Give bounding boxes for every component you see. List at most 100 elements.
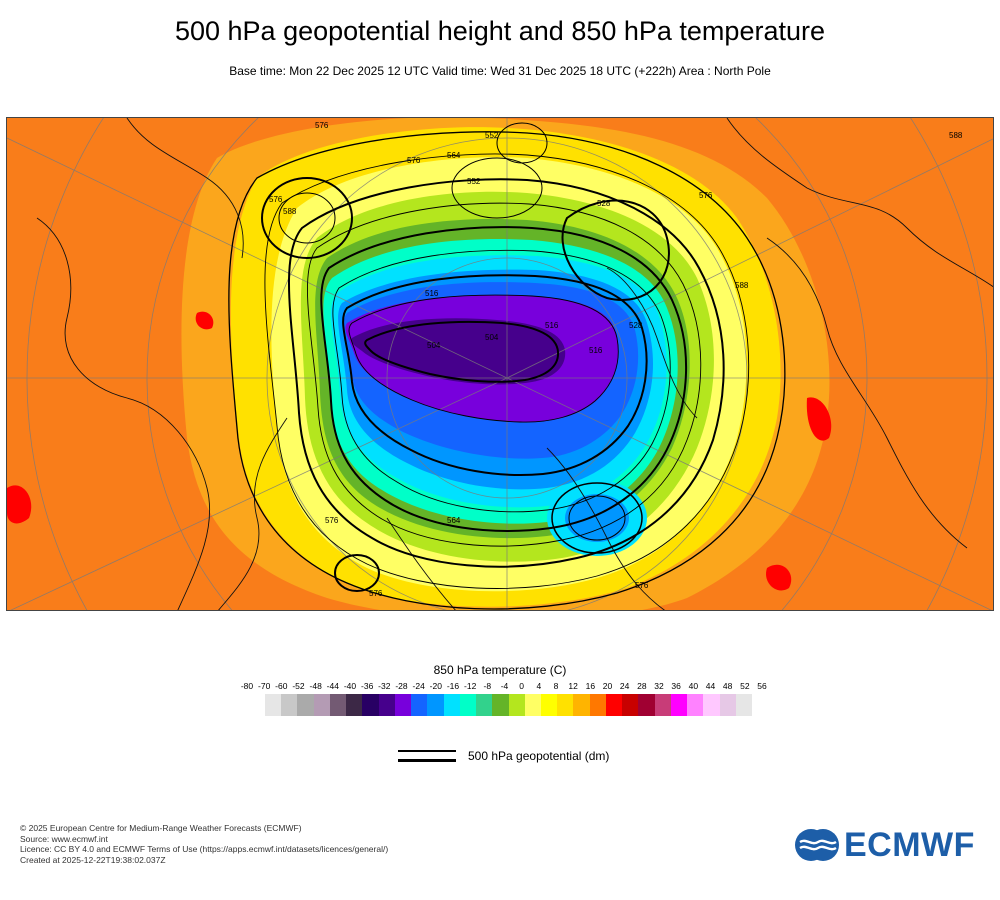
source-text: Source: www.ecmwf.int [20, 833, 108, 844]
contour-label: 528 [629, 321, 643, 330]
colorbar-cell [394, 694, 412, 716]
colorbar-tick-label: -28 [395, 681, 408, 691]
legend-title: 850 hPa temperature (C) [433, 663, 567, 677]
colorbar-cell [281, 694, 298, 716]
colorbar-tick-label: 20 [602, 681, 613, 691]
colorbar-cell [703, 694, 720, 716]
colorbar-cell [735, 694, 753, 716]
colorbar-tick-label: 48 [722, 681, 733, 691]
contour-label: 516 [545, 321, 559, 330]
contour-label: 504 [485, 333, 499, 342]
ecmwf-logo-icon [795, 829, 839, 861]
contour-label: 576 [315, 121, 329, 130]
colorbar-cell [492, 694, 509, 716]
ecmwf-logo[interactable]: ECMWF [794, 825, 984, 865]
contour-label: 516 [589, 346, 603, 355]
colorbar-tick-label: 52 [740, 681, 750, 691]
licence-text: Licence: CC BY 4.0 and ECMWF Terms of Us… [20, 844, 389, 854]
colorbar-tick-label: 24 [619, 681, 630, 691]
contour-labels: 576 576 588 576 564 552 552 528 576 588 … [269, 121, 963, 598]
hot-spot-nw [195, 311, 214, 330]
colorbar-cell [378, 694, 395, 716]
contour-label: 552 [485, 131, 499, 140]
colorbar-tick-label: 12 [568, 681, 578, 691]
colorbar-tick-label: 32 [654, 681, 664, 691]
geopotential-line-sample [398, 749, 458, 765]
contour-label: 576 [325, 516, 339, 525]
colorbar-cell [654, 694, 671, 716]
colorbar-tick-label: -40 [343, 681, 357, 691]
colorbar-cell [297, 694, 314, 716]
created-text: Created at 2025-12-22T19:38:02.037Z [20, 854, 166, 865]
colorbar-cell [557, 694, 574, 716]
colorbar-tick-label: -60 [275, 681, 288, 691]
hot-spot-west [7, 485, 32, 524]
colorbar-tick-label: -12 [464, 681, 477, 691]
colorbar-cell [719, 694, 736, 716]
coastlines [36, 118, 993, 610]
colorbar-tick-label: 8 [553, 681, 559, 691]
geopotential-contours [228, 122, 786, 610]
contour-label: 552 [467, 177, 481, 186]
legend-colorbar [265, 694, 753, 716]
colorbar-cell [346, 694, 363, 716]
colorbar-tick-label: 56 [757, 681, 767, 691]
geopotential-legend-label: 500 hPa geopotential (dm) [468, 749, 610, 763]
colorbar-tick-label: -52 [292, 681, 305, 691]
contour-label: 528 [597, 199, 611, 208]
contour-label: 588 [949, 131, 963, 140]
hot-spot-se [766, 564, 792, 591]
colorbar-tick-label: -16 [446, 681, 460, 691]
contour-label: 576 [635, 581, 649, 590]
graticule [7, 118, 993, 610]
colorbar-tick-label: -32 [378, 681, 391, 691]
contour-label: 576 [369, 589, 383, 598]
colorbar-tick-label: -24 [412, 681, 425, 691]
contour-label: 564 [447, 151, 461, 160]
colorbar-tick-label: 36 [671, 681, 681, 691]
colorbar-tick-label: -44 [326, 681, 339, 691]
hot-spot-east [806, 397, 832, 441]
colorbar-tick-label: 0 [519, 681, 525, 691]
colorbar-tick-label: 40 [688, 681, 699, 691]
colorbar-cell [427, 694, 444, 716]
colorbar-cell [313, 694, 330, 716]
colorbar-tick-label: 28 [637, 681, 647, 691]
colorbar-tick-label: -20 [429, 681, 442, 691]
ecmwf-logo-text: ECMWF [844, 826, 975, 864]
contour-label: 516 [425, 289, 439, 298]
colorbar-cell [329, 694, 347, 716]
contour-label: 588 [735, 281, 749, 290]
colorbar-cell [362, 694, 379, 716]
contour-label: 564 [447, 516, 461, 525]
colorbar-cell [605, 694, 623, 716]
colorbar-tick-label: -36 [361, 681, 374, 691]
colorbar-cell [589, 694, 606, 716]
colorbar-cell [638, 694, 655, 716]
colorbar-tick-label: 16 [585, 681, 596, 691]
page-subtitle: Base time: Mon 22 Dec 2025 12 UTC Valid … [229, 64, 771, 78]
colorbar-tick-label: -70 [258, 681, 271, 691]
colorbar-cell [622, 694, 639, 716]
colorbar-tick-label: 44 [705, 681, 716, 691]
legend-ticks: -80 -70 -60 -52 -48 -44 -40 -36 -32 -28 -24 -20 -16-… [240, 681, 767, 693]
colorbar-cell [524, 694, 541, 716]
colorbar-tick-label: -80 [240, 681, 254, 691]
contour-label: 504 [427, 341, 441, 350]
footer-credits: © 2025 European Centre for Medium-Range … [20, 823, 388, 865]
colorbar-cell [540, 694, 558, 716]
colorbar-cell [443, 694, 460, 716]
map-canvas: 576 576 588 576 564 552 552 528 576 588 … [7, 118, 993, 610]
colorbar-cell [265, 694, 282, 716]
colorbar-cell [459, 694, 477, 716]
contour-label: 588 [283, 207, 297, 216]
contour-label: 576 [407, 156, 421, 165]
colorbar-tick-label: -8 [483, 681, 492, 691]
colorbar-cell [670, 694, 688, 716]
copyright-text: © 2025 European Centre for Medium-Range … [20, 823, 302, 833]
colorbar-tick-label: -48 [309, 681, 322, 691]
colorbar-cell [573, 694, 590, 716]
weather-map: 576 576 588 576 564 552 552 528 576 588 … [6, 117, 994, 611]
contour-label: 576 [699, 191, 713, 200]
colorbar-cell [476, 694, 493, 716]
